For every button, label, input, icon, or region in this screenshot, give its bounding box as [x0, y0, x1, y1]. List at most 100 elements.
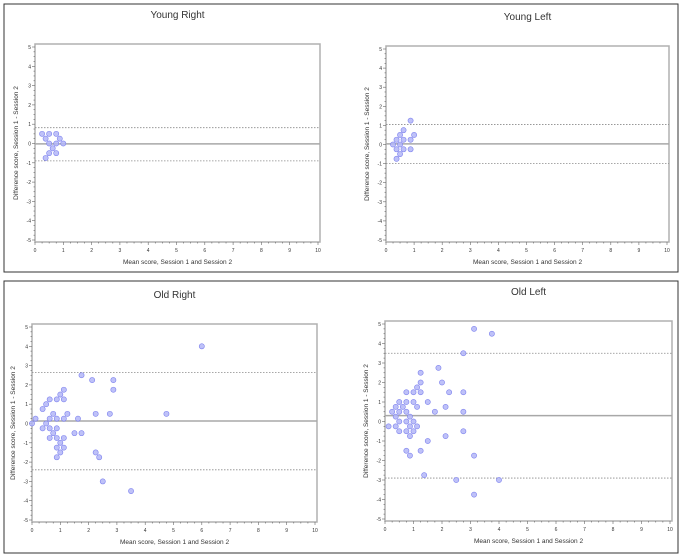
data-point [400, 136, 407, 143]
data-point [396, 418, 403, 425]
data-point [392, 423, 399, 430]
data-point [417, 369, 424, 376]
data-point [396, 408, 403, 415]
data-point [460, 350, 467, 357]
x-tick-label: 0 [385, 248, 388, 254]
data-point [471, 325, 477, 332]
x-axis-label: Mean score, Session 1 and Session 2 [474, 538, 584, 545]
data-point [60, 386, 67, 393]
data-point [393, 146, 400, 153]
y-tick-label: -3 [377, 478, 382, 484]
x-tick-label: 3 [119, 248, 122, 254]
x-tick-label: 6 [553, 248, 556, 254]
x-tick-label: 2 [90, 248, 93, 254]
x-tick-label: 6 [555, 527, 558, 533]
y-tick-label: 3 [378, 361, 381, 367]
y-axis-label: Difference score, Session 1 - Session 2 [13, 86, 20, 200]
data-point [488, 330, 495, 337]
data-point [110, 377, 117, 383]
data-point [64, 410, 71, 417]
y-tick-label: -3 [27, 199, 32, 205]
y-tick-label: -4 [27, 219, 32, 225]
y-tick-label: 4 [378, 342, 381, 348]
data-point [460, 408, 467, 415]
data-point [471, 491, 477, 498]
data-point [403, 447, 410, 454]
data-point [442, 403, 449, 410]
x-tick-label: 5 [525, 248, 528, 254]
data-point [96, 454, 103, 461]
data-point [43, 401, 50, 408]
bottom-row-frame [3, 280, 679, 554]
data-point [389, 408, 396, 415]
data-point [435, 364, 442, 371]
y-tick-label: -1 [377, 439, 382, 445]
data-point [60, 396, 67, 403]
data-point [453, 477, 460, 483]
x-tick-label: 7 [232, 248, 235, 254]
data-point [403, 399, 410, 405]
data-point [431, 408, 438, 415]
data-point [407, 423, 413, 430]
data-point [399, 403, 406, 410]
data-point [393, 136, 400, 143]
y-tick-label: 5 [25, 325, 28, 331]
y-tick-label: 4 [28, 64, 31, 70]
y-tick-label: -1 [27, 161, 32, 167]
x-tick-label: 0 [34, 248, 37, 254]
x-tick-label: 6 [203, 248, 206, 254]
data-point [60, 415, 67, 422]
data-point [60, 444, 67, 451]
data-point [128, 488, 134, 494]
x-tick-label: 9 [638, 248, 641, 254]
plot-frame [31, 323, 318, 523]
y-tick-label: -5 [378, 238, 383, 244]
data-point [392, 413, 399, 420]
data-point [496, 477, 502, 483]
chart-title: Young Left [504, 12, 552, 23]
data-point [32, 415, 39, 422]
y-tick-label: -4 [377, 498, 382, 504]
x-tick-label: 1 [412, 527, 415, 533]
data-point [46, 396, 53, 403]
data-point [50, 430, 57, 437]
y-tick-label: -2 [24, 460, 29, 466]
x-tick-label: 7 [581, 248, 584, 254]
data-point [78, 430, 85, 437]
y-tick-label: 2 [25, 383, 28, 389]
y-tick-label: -5 [377, 517, 382, 523]
data-point [92, 410, 99, 417]
data-point [53, 130, 60, 137]
y-tick-label: 5 [379, 47, 382, 53]
x-tick-label: 10 [664, 248, 670, 254]
data-point [57, 439, 64, 446]
data-point [411, 132, 417, 138]
y-tick-label: 0 [28, 142, 31, 148]
y-tick-label: 3 [379, 85, 382, 91]
y-tick-label: -3 [24, 479, 29, 485]
y-tick-label: 3 [28, 84, 31, 90]
data-point [53, 415, 60, 422]
data-point [407, 136, 414, 143]
data-point [99, 478, 106, 485]
x-tick-label: 5 [172, 528, 175, 534]
y-tick-label: -2 [378, 181, 383, 187]
y-axis-label: Difference score, Session 1 - Session 2 [364, 87, 371, 201]
data-point [385, 423, 392, 430]
plot-frame [34, 43, 321, 243]
data-point [407, 117, 414, 124]
data-point [43, 420, 50, 427]
data-point [92, 449, 99, 456]
x-tick-label: 10 [667, 527, 673, 533]
data-point [53, 435, 60, 441]
x-tick-label: 8 [612, 527, 615, 533]
data-point [417, 379, 424, 386]
data-point [403, 408, 410, 415]
data-point [106, 410, 113, 417]
data-point [410, 428, 417, 435]
data-point [60, 140, 67, 147]
data-point [424, 438, 431, 444]
y-axis-label: Difference score, Session 1 - Session 2 [10, 366, 17, 480]
